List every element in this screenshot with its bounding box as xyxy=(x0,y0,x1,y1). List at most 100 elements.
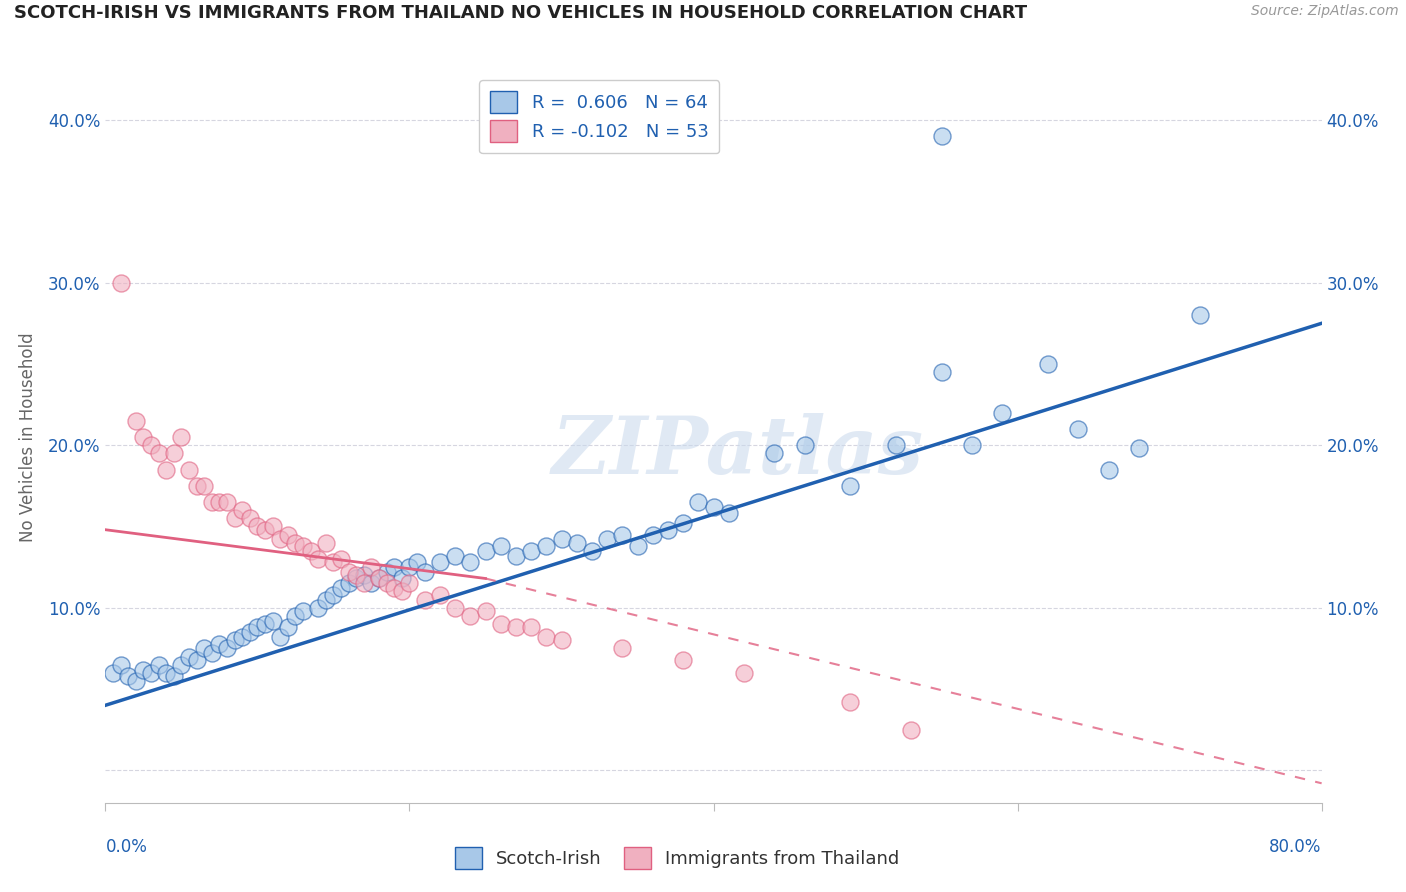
Point xyxy=(458,608,481,623)
Point xyxy=(429,555,451,569)
Point xyxy=(536,630,558,644)
Point xyxy=(413,592,436,607)
Point xyxy=(931,365,953,379)
Point xyxy=(596,533,619,547)
Point xyxy=(763,446,786,460)
Point xyxy=(322,588,344,602)
Text: 80.0%: 80.0% xyxy=(1270,838,1322,856)
Point xyxy=(641,527,664,541)
Point xyxy=(444,549,467,563)
Point xyxy=(101,665,124,680)
Point xyxy=(148,657,170,672)
Point xyxy=(520,544,543,558)
Point xyxy=(231,503,253,517)
Point xyxy=(375,565,398,579)
Point xyxy=(224,633,246,648)
Point xyxy=(208,495,231,509)
Point xyxy=(193,641,215,656)
Point xyxy=(688,495,710,509)
Point xyxy=(217,641,239,656)
Point xyxy=(505,549,527,563)
Point xyxy=(550,533,572,547)
Point xyxy=(117,669,139,683)
Point xyxy=(398,560,420,574)
Point xyxy=(657,523,679,537)
Point xyxy=(991,406,1014,420)
Point xyxy=(269,533,291,547)
Point xyxy=(612,527,634,541)
Point xyxy=(177,649,200,664)
Point xyxy=(163,669,186,683)
Point xyxy=(132,663,155,677)
Point xyxy=(201,495,224,509)
Point xyxy=(391,572,413,586)
Point xyxy=(277,527,299,541)
Text: 0.0%: 0.0% xyxy=(105,838,148,856)
Point xyxy=(110,276,132,290)
Y-axis label: No Vehicles in Household: No Vehicles in Household xyxy=(18,332,37,542)
Point xyxy=(474,604,496,618)
Point xyxy=(262,519,284,533)
Point xyxy=(186,653,208,667)
Point xyxy=(382,581,405,595)
Point xyxy=(489,539,512,553)
Point xyxy=(284,608,307,623)
Point xyxy=(155,665,177,680)
Point xyxy=(550,633,572,648)
Point xyxy=(201,646,224,660)
Point xyxy=(565,535,588,549)
Point xyxy=(612,641,634,656)
Point xyxy=(672,516,695,531)
Point xyxy=(839,479,862,493)
Point xyxy=(429,588,451,602)
Point xyxy=(344,572,367,586)
Point xyxy=(344,568,367,582)
Point xyxy=(360,560,382,574)
Point xyxy=(793,438,815,452)
Point xyxy=(177,462,200,476)
Point xyxy=(337,576,360,591)
Point xyxy=(224,511,246,525)
Point xyxy=(444,600,467,615)
Point xyxy=(322,555,344,569)
Point xyxy=(406,555,429,569)
Point xyxy=(170,430,193,444)
Point xyxy=(375,576,398,591)
Point xyxy=(246,519,269,533)
Point xyxy=(733,665,755,680)
Point xyxy=(254,617,277,632)
Point xyxy=(391,584,413,599)
Point xyxy=(193,479,215,493)
Point xyxy=(217,495,239,509)
Point xyxy=(368,572,391,586)
Point xyxy=(254,523,277,537)
Point xyxy=(125,414,148,428)
Text: Source: ZipAtlas.com: Source: ZipAtlas.com xyxy=(1251,4,1399,19)
Point xyxy=(262,614,284,628)
Point xyxy=(277,620,299,634)
Point xyxy=(330,552,353,566)
Point xyxy=(155,462,177,476)
Point xyxy=(239,511,262,525)
Point xyxy=(398,576,420,591)
Point xyxy=(1036,357,1059,371)
Point xyxy=(931,129,953,144)
Point xyxy=(148,446,170,460)
Point xyxy=(239,625,262,640)
Point xyxy=(900,723,922,737)
Point xyxy=(536,539,558,553)
Point xyxy=(368,572,391,586)
Point xyxy=(231,630,253,644)
Point xyxy=(170,657,193,672)
Point xyxy=(139,665,162,680)
Point xyxy=(315,592,337,607)
Point xyxy=(702,500,725,514)
Point xyxy=(307,600,329,615)
Point xyxy=(489,617,512,632)
Point xyxy=(717,507,740,521)
Point xyxy=(125,673,148,688)
Point xyxy=(626,539,648,553)
Point xyxy=(672,653,695,667)
Point xyxy=(208,636,231,650)
Point xyxy=(1067,422,1090,436)
